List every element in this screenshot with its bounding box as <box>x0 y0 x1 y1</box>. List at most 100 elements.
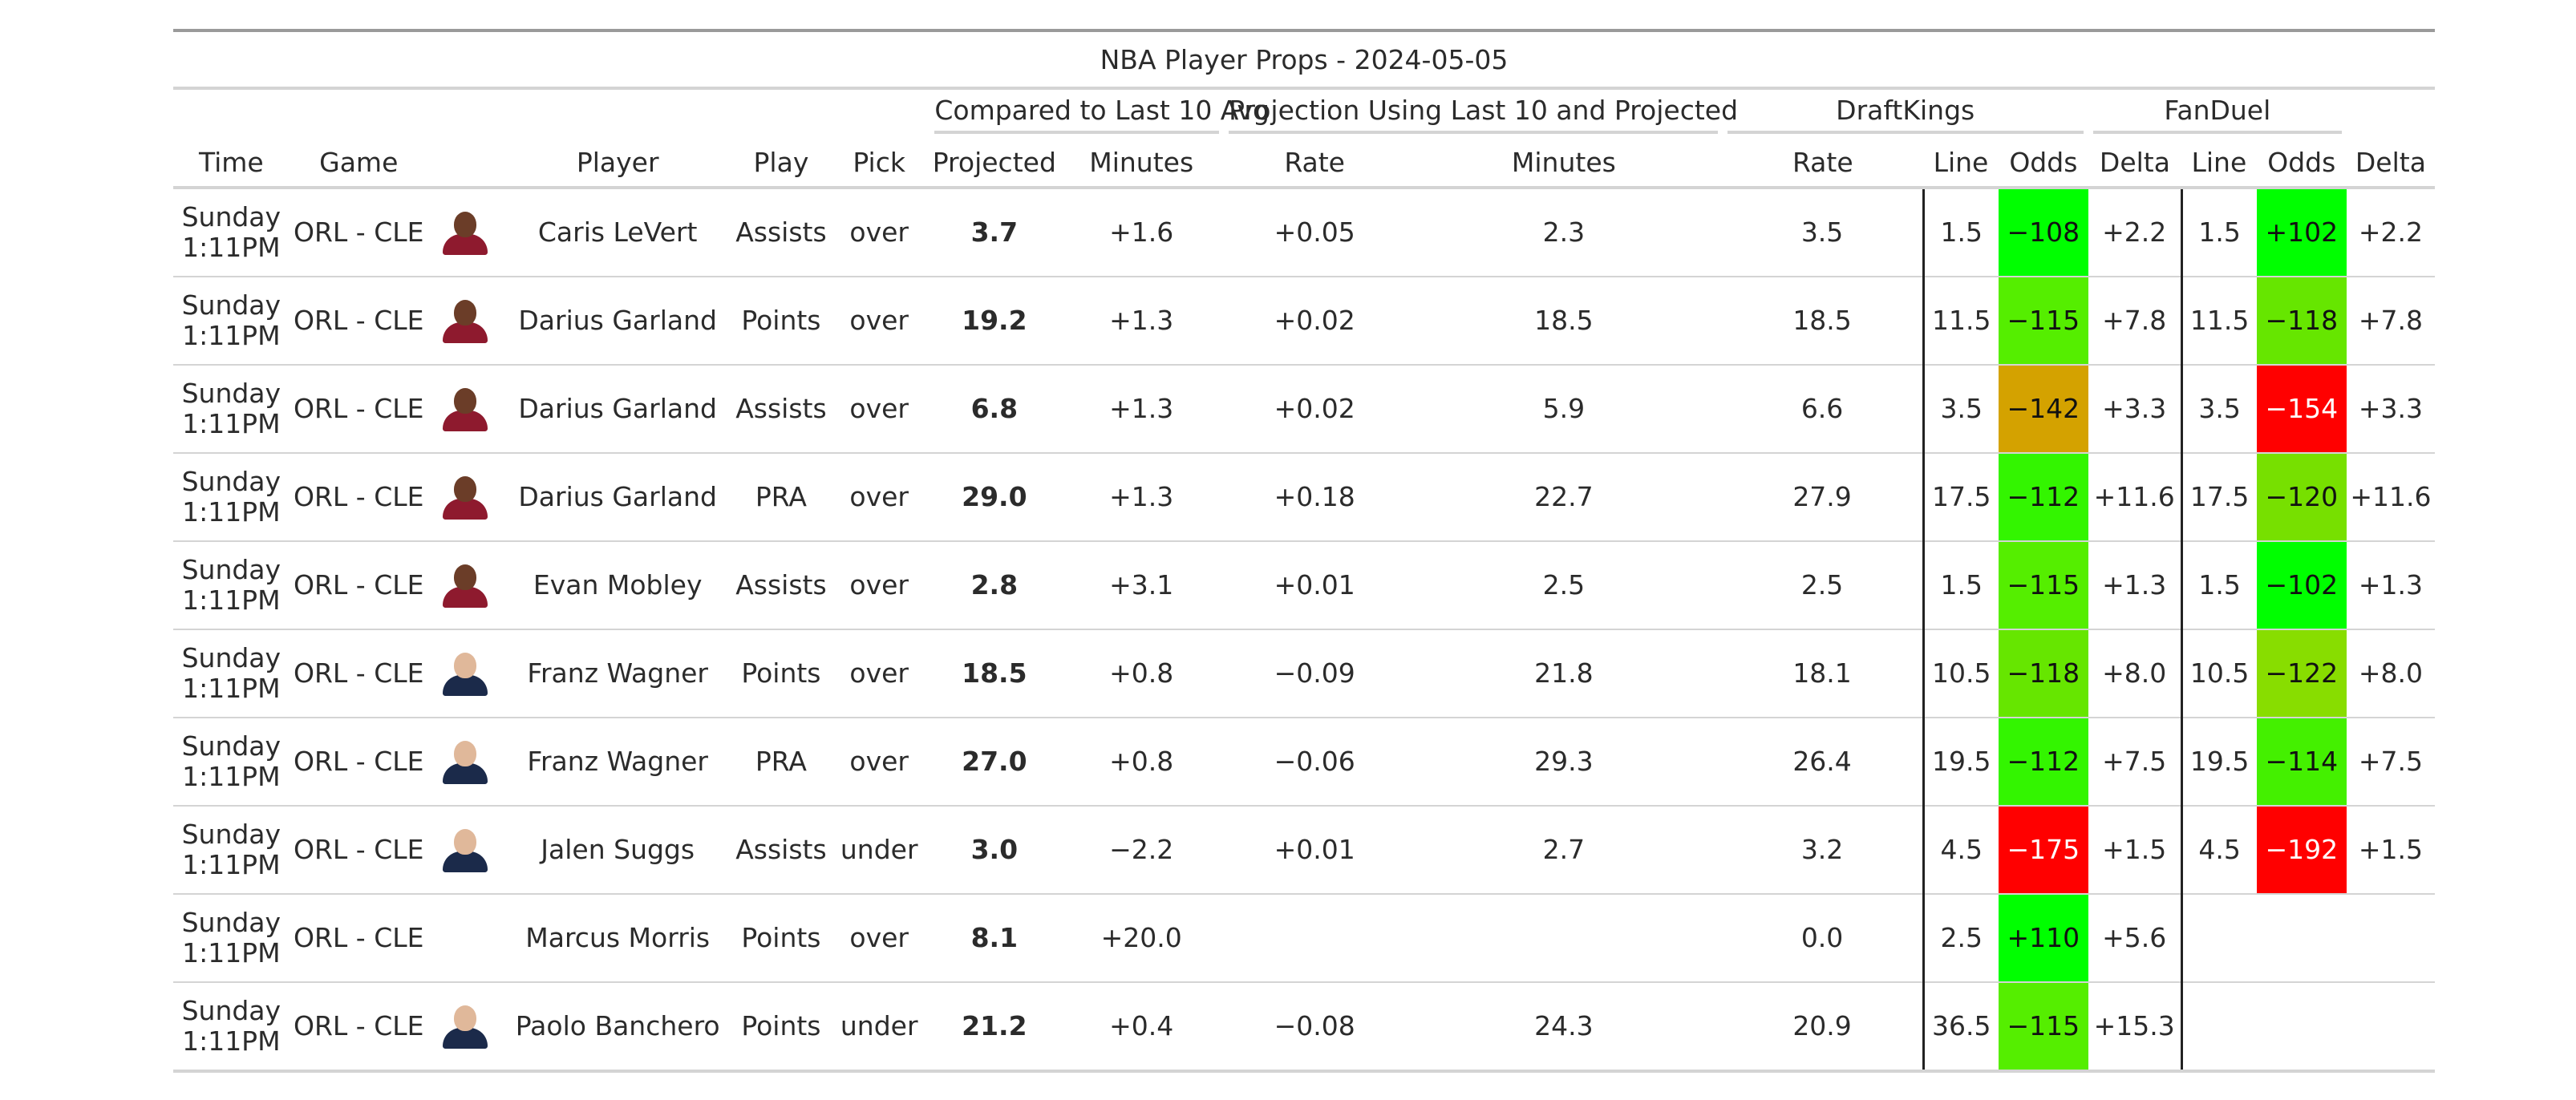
column-header-proj-rate: Rate <box>1722 138 1924 189</box>
cell-fd-odds <box>2256 982 2347 1073</box>
cell-projected: 2.8 <box>930 541 1059 630</box>
cell-play: Points <box>733 277 829 366</box>
cell-proj-rate: 3.2 <box>1722 806 1924 895</box>
cell-cmp-minutes: +0.8 <box>1059 718 1225 807</box>
cell-proj-minutes: 2.7 <box>1405 806 1723 895</box>
cell-game: ORL - CLE <box>289 277 428 366</box>
cell-play: Assists <box>733 188 829 277</box>
cell-fd-odds: −118 <box>2256 277 2347 366</box>
cell-time-text: 1:11PM <box>182 232 281 263</box>
cell-fd-delta: +1.3 <box>2346 541 2435 630</box>
cell-cmp-rate: +0.01 <box>1224 541 1406 630</box>
cell-dk-odds: −118 <box>1998 629 2088 718</box>
column-header-dk-odds: Odds <box>1998 138 2088 189</box>
player-photo-icon <box>441 739 489 784</box>
column-header-cmp-rate: Rate <box>1224 138 1406 189</box>
cell-photo <box>427 365 502 454</box>
cell-time-text: 1:11PM <box>182 761 281 792</box>
cell-dk-delta: +8.0 <box>2088 629 2182 718</box>
cell-fd-delta: +8.0 <box>2346 629 2435 718</box>
cell-photo <box>427 277 502 366</box>
cell-play: Points <box>733 894 829 983</box>
cell-proj-minutes: 21.8 <box>1405 629 1723 718</box>
cell-day-text: Sunday <box>181 201 281 233</box>
cell-game: ORL - CLE <box>289 718 428 807</box>
table-row: Sunday 1:11PM ORL - CLE Paolo Banchero Point… <box>173 982 2435 1073</box>
cell-dk-odds: −115 <box>1998 277 2088 366</box>
cell-pick: over <box>828 365 930 454</box>
cell-time: Sunday 1:11PM <box>173 894 290 983</box>
cell-player: Darius Garland <box>501 453 734 542</box>
cell-projected: 3.0 <box>930 806 1059 895</box>
table-title: NBA Player Props - 2024-05-05 <box>173 29 2435 90</box>
cell-dk-line: 11.5 <box>1922 277 1999 366</box>
cell-player: Marcus Morris <box>501 894 734 983</box>
column-header-play: Play <box>733 138 829 189</box>
cell-game: ORL - CLE <box>289 806 428 895</box>
cell-proj-rate: 3.5 <box>1722 188 1924 277</box>
cell-proj-rate: 0.0 <box>1722 894 1924 983</box>
cell-play: Assists <box>733 365 829 454</box>
cell-cmp-rate: +0.02 <box>1224 277 1406 366</box>
cell-cmp-minutes: +1.3 <box>1059 453 1225 542</box>
cell-projected: 8.1 <box>930 894 1059 983</box>
cell-player: Jalen Suggs <box>501 806 734 895</box>
cell-projected: 27.0 <box>930 718 1059 807</box>
group-header-fanduel: FanDuel <box>2088 88 2347 138</box>
player-photo-icon <box>441 1004 489 1049</box>
cell-projected: 19.2 <box>930 277 1059 366</box>
cell-time: Sunday 1:11PM <box>173 365 290 454</box>
cell-pick: over <box>828 894 930 983</box>
cell-game: ORL - CLE <box>289 894 428 983</box>
player-photo-icon <box>441 563 489 608</box>
cell-pick: over <box>828 453 930 542</box>
cell-pick: under <box>828 806 930 895</box>
cell-player: Caris LeVert <box>501 188 734 277</box>
column-header-game: Game <box>289 138 428 189</box>
cell-photo <box>427 541 502 630</box>
cell-fd-delta: +7.8 <box>2346 277 2435 366</box>
cell-fd-line <box>2180 982 2257 1073</box>
player-photo-icon <box>441 386 489 431</box>
column-header-fd-delta: Delta <box>2346 138 2435 189</box>
cell-projected: 18.5 <box>930 629 1059 718</box>
column-header-projected: Projected <box>930 138 1059 189</box>
cell-player: Franz Wagner <box>501 629 734 718</box>
cell-photo <box>427 982 502 1073</box>
cell-fd-line: 19.5 <box>2180 718 2257 807</box>
cell-game: ORL - CLE <box>289 629 428 718</box>
cell-projected: 3.7 <box>930 188 1059 277</box>
table-row: Sunday 1:11PM ORL - CLE Darius Garland PRA ov… <box>173 453 2435 542</box>
cell-cmp-minutes: +1.3 <box>1059 365 1225 454</box>
cell-dk-delta: +3.3 <box>2088 365 2182 454</box>
cell-cmp-minutes: +20.0 <box>1059 894 1225 983</box>
cell-time-text: 1:11PM <box>182 320 281 351</box>
column-header-dk-line: Line <box>1923 138 1999 189</box>
column-header-dk-delta: Delta <box>2088 138 2182 189</box>
cell-cmp-minutes: +0.8 <box>1059 629 1225 718</box>
cell-fd-odds: −114 <box>2256 718 2347 807</box>
cell-cmp-rate: −0.08 <box>1224 982 1406 1073</box>
cell-fd-line: 3.5 <box>2180 365 2257 454</box>
cell-day-text: Sunday <box>181 730 281 762</box>
cell-dk-delta: +11.6 <box>2088 453 2182 542</box>
cell-fd-delta: +2.2 <box>2346 188 2435 277</box>
cell-proj-rate: 27.9 <box>1722 453 1924 542</box>
cell-cmp-minutes: +3.1 <box>1059 541 1225 630</box>
cell-fd-line: 17.5 <box>2180 453 2257 542</box>
cell-day-text: Sunday <box>181 289 281 321</box>
column-header-fd-line: Line <box>2181 138 2257 189</box>
cell-play: PRA <box>733 453 829 542</box>
cell-fd-line <box>2180 894 2257 983</box>
cell-proj-rate: 20.9 <box>1722 982 1924 1073</box>
cell-fd-delta: +11.6 <box>2346 453 2435 542</box>
cell-dk-line: 19.5 <box>1922 718 1999 807</box>
cell-dk-line: 10.5 <box>1922 629 1999 718</box>
player-photo-icon <box>441 298 489 343</box>
column-header-proj-minutes: Minutes <box>1405 138 1723 189</box>
cell-fd-line: 1.5 <box>2180 541 2257 630</box>
cell-cmp-rate: +0.02 <box>1224 365 1406 454</box>
column-header-player: Player <box>501 138 734 189</box>
cell-dk-delta: +5.6 <box>2088 894 2182 983</box>
cell-cmp-rate: +0.18 <box>1224 453 1406 542</box>
